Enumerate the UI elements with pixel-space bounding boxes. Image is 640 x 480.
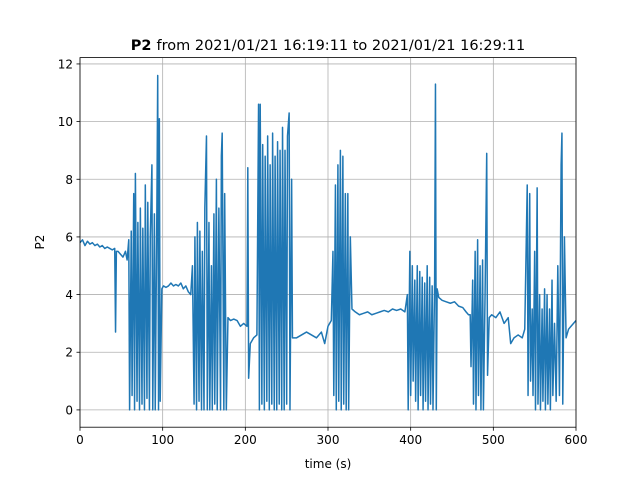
y-tick-label: 4 xyxy=(65,288,73,302)
title-rest: from 2021/01/21 16:19:11 to 2021/01/21 1… xyxy=(156,38,525,54)
y-tick-label: 10 xyxy=(58,115,73,129)
x-tick-label: 100 xyxy=(151,433,174,447)
data-line xyxy=(79,74,577,411)
x-tick-label: 400 xyxy=(399,433,422,447)
y-tick-label: 0 xyxy=(65,403,73,417)
x-tick-label: 600 xyxy=(565,433,588,447)
title-bold: P2 xyxy=(131,38,152,54)
x-tick-label: 500 xyxy=(482,433,505,447)
y-axis-label: P2 xyxy=(33,235,47,250)
x-tick-label: 200 xyxy=(234,433,257,447)
y-tick-label: 8 xyxy=(65,173,73,187)
chart-title: P2 from 2021/01/21 16:19:11 to 2021/01/21… xyxy=(131,38,525,54)
x-axis-label: time (s) xyxy=(305,457,352,471)
x-tick-label: 300 xyxy=(317,433,340,447)
x-tick-label: 0 xyxy=(76,433,84,447)
y-tick-label: 6 xyxy=(65,230,73,244)
y-tick-label: 12 xyxy=(58,57,73,71)
plot-frame xyxy=(79,57,577,428)
y-tick-label: 2 xyxy=(65,346,73,360)
